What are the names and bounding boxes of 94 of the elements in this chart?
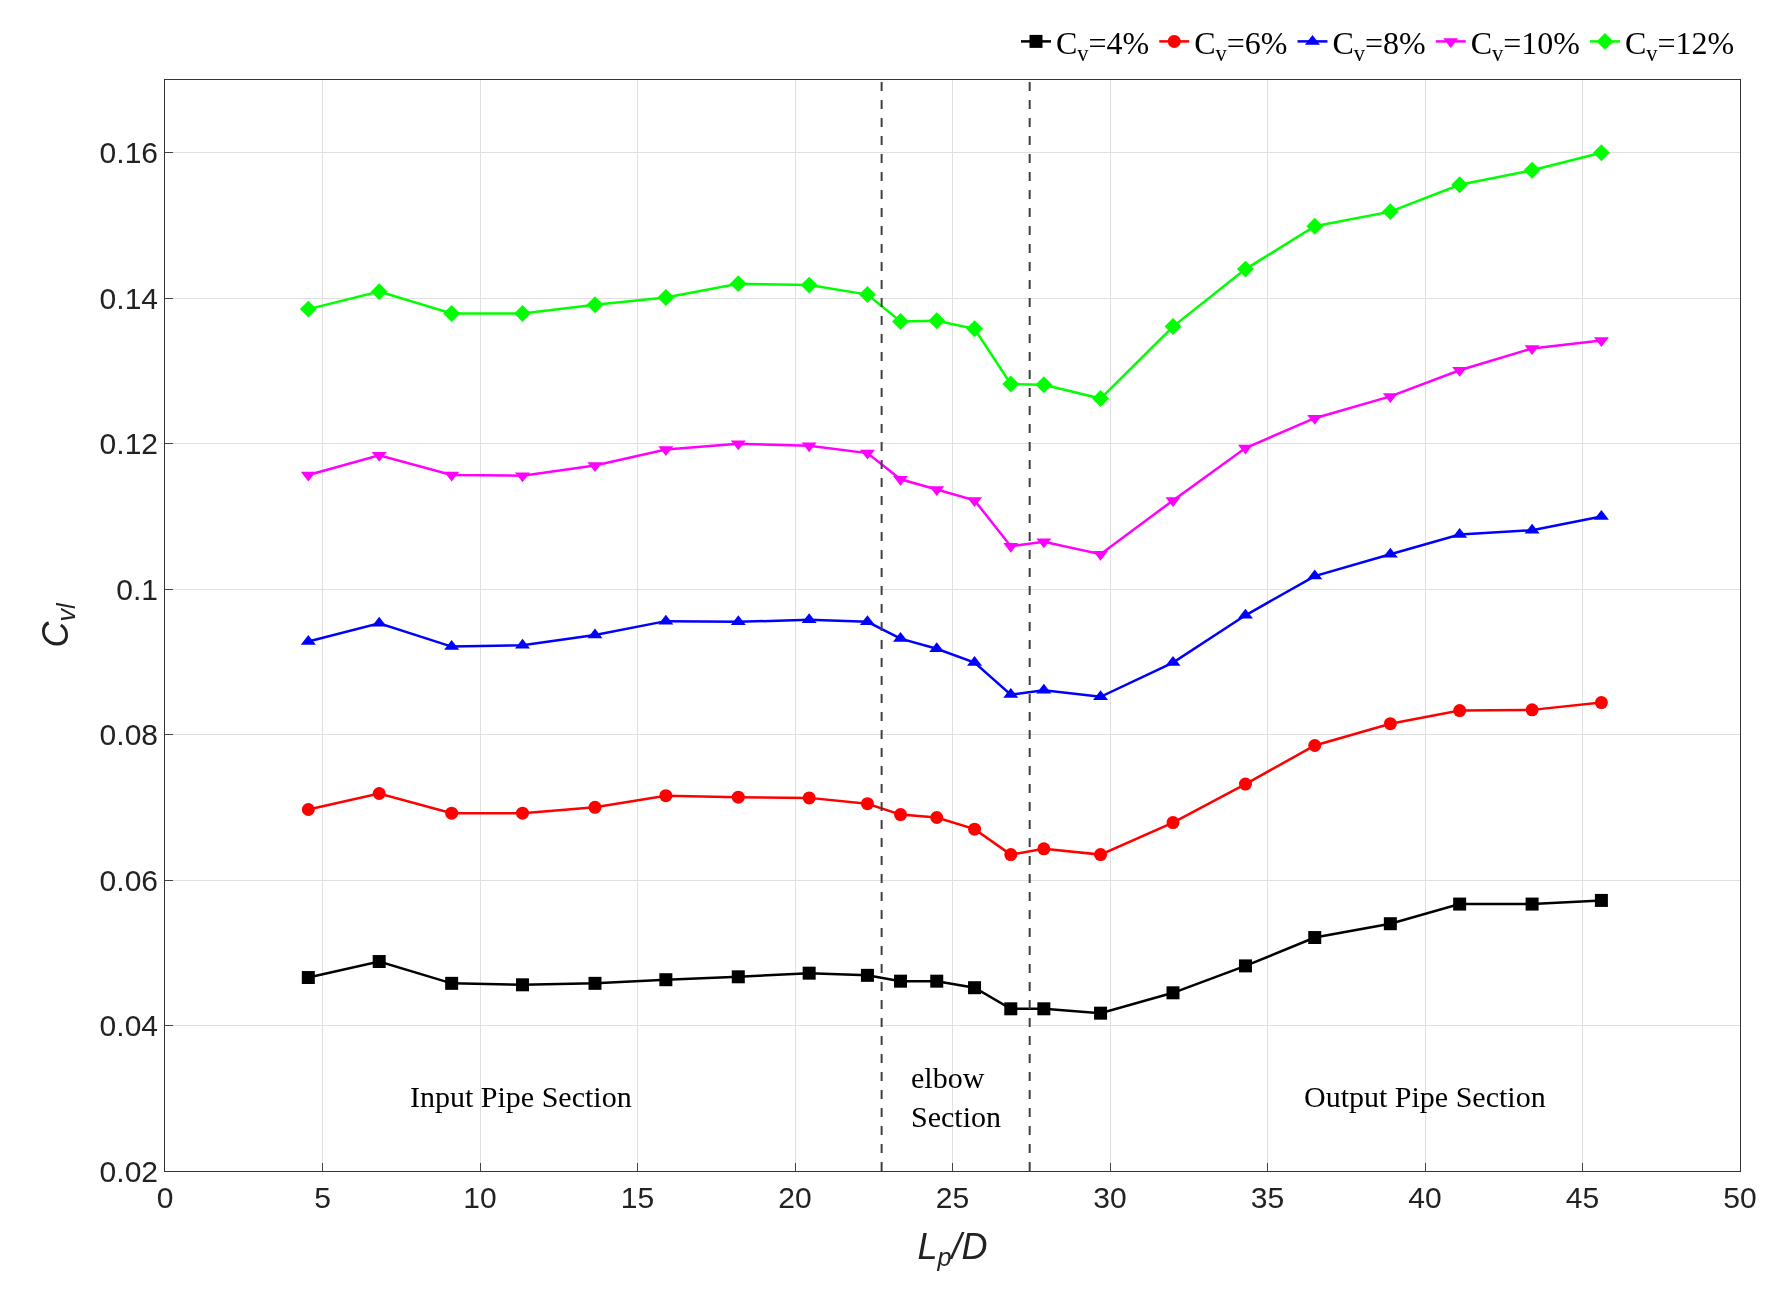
- x-tick-label: 30: [1093, 1181, 1127, 1214]
- annotation: Input Pipe Section: [410, 1080, 632, 1113]
- annotation: elbow Section: [911, 1061, 1001, 1133]
- point: [445, 806, 459, 820]
- y-tick-label: 0.1: [116, 572, 158, 606]
- point: [372, 955, 386, 969]
- point: [930, 811, 944, 825]
- point: [370, 283, 388, 301]
- legend-label: C$_{v}$=8%: [1332, 24, 1426, 66]
- point: [1166, 986, 1180, 1000]
- point: [731, 790, 745, 804]
- point: [301, 971, 315, 985]
- legend-label: C$_{v}$=10%: [1470, 24, 1580, 66]
- point: [802, 791, 816, 805]
- y-tick-label: 0.02: [99, 1154, 158, 1188]
- y-tick-label: 0.14: [99, 281, 158, 315]
- x-tick-label: 20: [778, 1181, 812, 1214]
- x-tick-label: 35: [1250, 1181, 1285, 1214]
- annotation: Output Pipe Section: [1304, 1080, 1546, 1113]
- point: [802, 966, 816, 980]
- point: [894, 974, 908, 988]
- point: [930, 974, 944, 988]
- point: [514, 305, 531, 322]
- legend-label: C$_{v}$=12%: [1625, 24, 1735, 66]
- y-tick-label: 0.04: [99, 1009, 158, 1043]
- point: [1094, 1006, 1108, 1020]
- point: [588, 976, 602, 990]
- x-tick-label: 25: [935, 1181, 970, 1214]
- point: [301, 803, 315, 817]
- x-axis-title: L$_{p}$/D: [917, 1225, 988, 1272]
- point: [1381, 203, 1399, 221]
- point: [445, 976, 459, 990]
- point: [1004, 1002, 1018, 1016]
- point: [586, 296, 604, 314]
- point: [1523, 161, 1541, 179]
- point: [894, 808, 908, 822]
- point: [1383, 917, 1397, 931]
- point: [659, 789, 673, 803]
- point: [1238, 777, 1252, 791]
- point: [1037, 842, 1051, 856]
- y-tick-label: 0.06: [99, 863, 158, 897]
- point: [659, 973, 673, 987]
- point: [1451, 176, 1469, 194]
- x-tick-label: 15: [620, 1181, 655, 1214]
- point: [1525, 703, 1539, 717]
- point: [892, 313, 909, 330]
- point: [966, 320, 983, 338]
- point: [1306, 217, 1324, 235]
- x-tick-label: 40: [1408, 1181, 1442, 1214]
- point: [1594, 893, 1608, 907]
- point: [1035, 376, 1053, 394]
- point: [1592, 144, 1610, 162]
- point: [372, 787, 386, 800]
- point: [1002, 375, 1020, 393]
- point: [657, 289, 675, 306]
- point: [1037, 1002, 1051, 1016]
- point: [1164, 318, 1182, 336]
- x-tick-label: 45: [1565, 1181, 1600, 1214]
- x-tick-label: 50: [1723, 1181, 1757, 1214]
- x-tick-label: 5: [314, 1181, 331, 1214]
- point: [1453, 704, 1467, 718]
- point: [1094, 848, 1108, 862]
- point: [443, 305, 461, 322]
- point: [800, 276, 818, 294]
- point: [860, 968, 874, 982]
- legend-label: C$_{v}$=6%: [1194, 24, 1288, 66]
- point: [860, 797, 874, 811]
- point: [1453, 897, 1467, 911]
- point: [588, 800, 602, 814]
- point: [928, 312, 946, 330]
- point: [1004, 848, 1018, 862]
- y-tick-label: 0.08: [99, 718, 158, 752]
- point: [1308, 739, 1322, 752]
- point: [731, 970, 745, 984]
- point: [1166, 816, 1180, 830]
- point: [1238, 959, 1252, 973]
- point: [516, 978, 530, 992]
- point: [968, 822, 982, 836]
- point: [968, 981, 982, 995]
- point: [1092, 390, 1109, 408]
- point: [1525, 897, 1539, 911]
- y-tick-label: 0.16: [99, 136, 158, 170]
- point: [299, 300, 317, 318]
- y-tick-label: 0.12: [99, 427, 158, 461]
- point: [1594, 696, 1608, 710]
- point: [516, 806, 530, 820]
- point: [1237, 260, 1254, 278]
- x-tick-label: 0: [156, 1181, 174, 1214]
- x-tick-label: 10: [463, 1181, 497, 1214]
- legend-label: C$_{v}$=4%: [1056, 24, 1150, 66]
- point: [859, 286, 876, 304]
- point: [1308, 931, 1322, 945]
- point: [1383, 717, 1397, 731]
- point: [729, 275, 747, 293]
